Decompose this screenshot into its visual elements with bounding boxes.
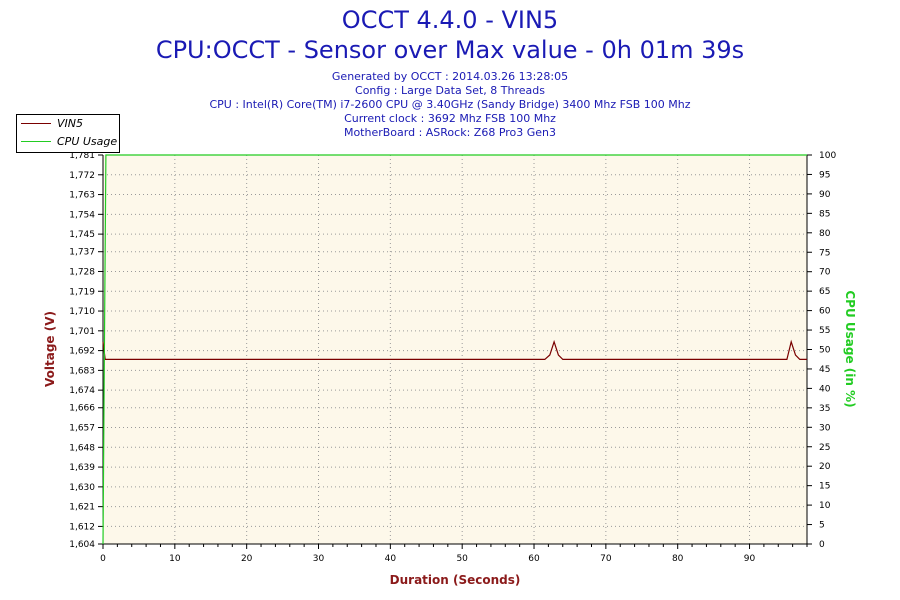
y-left-tick-label: 1,719 bbox=[69, 287, 95, 297]
y-left-tick-label: 1,692 bbox=[69, 347, 95, 357]
x-tick-label: 30 bbox=[313, 554, 325, 564]
plot-area bbox=[103, 155, 807, 544]
legend-label-cpu-usage: CPU Usage bbox=[57, 135, 118, 148]
y-left-tick-label: 1,674 bbox=[69, 386, 95, 396]
x-tick-label: 80 bbox=[672, 554, 684, 564]
x-tick-label: 90 bbox=[744, 554, 756, 564]
y-right-tick-label: 75 bbox=[819, 248, 830, 258]
legend: VIN5 CPU Usage bbox=[16, 114, 120, 153]
x-tick-label: 40 bbox=[385, 554, 397, 564]
y-left-tick-label: 1,772 bbox=[69, 171, 95, 181]
y-left-tick-label: 1,754 bbox=[69, 210, 95, 220]
y-right-tick-label: 30 bbox=[819, 423, 831, 433]
y-right-tick-label: 10 bbox=[819, 501, 831, 511]
y-left-tick-label: 1,701 bbox=[69, 327, 95, 337]
y-right-tick-label: 95 bbox=[819, 170, 830, 180]
y-left-axis-title: Voltage (V) bbox=[43, 311, 57, 387]
x-tick-label: 0 bbox=[100, 554, 106, 564]
y-right-tick-label: 35 bbox=[819, 404, 830, 414]
y-left-tick-label: 1,745 bbox=[69, 230, 95, 240]
y-right-axis-title: CPU Usage (in %) bbox=[843, 290, 857, 407]
x-axis-title: Duration (Seconds) bbox=[390, 573, 521, 587]
y-left-tick-label: 1,763 bbox=[69, 191, 95, 201]
info-motherboard: MotherBoard : ASRock: Z68 Pro3 Gen3 bbox=[343, 126, 557, 139]
legend-swatch-vin5 bbox=[21, 123, 51, 124]
info-clock: Current clock : 3692 Mhz FSB 100 Mhz bbox=[344, 112, 556, 125]
series-group bbox=[102, 154, 807, 545]
info-config: Config : Large Data Set, 8 Threads bbox=[355, 84, 545, 97]
y-left-axis-ticks: 1,604 1,612 1,621 1,630 1,639 1,648 1,657 1,666… bbox=[69, 151, 103, 550]
y-right-axis-ticks: 0 5 10 15 20 25 30 35 40 45 50 55 60 65 70 75 80 85 90 95 10… bbox=[807, 151, 836, 550]
y-right-tick-label: 0 bbox=[819, 540, 825, 550]
y-left-tick-label: 1,710 bbox=[69, 307, 95, 317]
x-tick-label: 70 bbox=[600, 554, 612, 564]
y-left-tick-label: 1,604 bbox=[69, 540, 95, 550]
info-cpu: CPU : Intel(R) Core(TM) i7-2600 CPU @ 3.… bbox=[209, 98, 691, 111]
y-right-tick-label: 5 bbox=[819, 521, 825, 531]
y-right-tick-label: 40 bbox=[819, 384, 831, 394]
x-tick-label: 50 bbox=[456, 554, 468, 564]
legend-item-vin5: VIN5 bbox=[17, 115, 119, 133]
y-right-tick-label: 85 bbox=[819, 209, 830, 219]
y-left-tick-label: 1,648 bbox=[69, 443, 95, 453]
x-tick-label: 60 bbox=[528, 554, 540, 564]
y-right-tick-label: 25 bbox=[819, 443, 830, 453]
y-left-tick-label: 1,683 bbox=[69, 366, 95, 376]
y-right-tick-label: 100 bbox=[819, 151, 836, 161]
series-line-vin5 bbox=[102, 339, 807, 360]
y-right-tick-label: 90 bbox=[819, 190, 831, 200]
legend-swatch-cpu-usage bbox=[21, 141, 51, 142]
x-tick-label: 10 bbox=[169, 554, 181, 564]
y-right-tick-label: 70 bbox=[819, 268, 831, 278]
y-right-tick-label: 65 bbox=[819, 287, 830, 297]
y-right-tick-label: 15 bbox=[819, 482, 830, 492]
y-left-tick-label: 1,630 bbox=[69, 483, 95, 493]
y-left-tick-label: 1,728 bbox=[69, 267, 95, 277]
y-left-tick-label: 1,666 bbox=[69, 404, 95, 414]
y-left-tick-label: 1,639 bbox=[69, 463, 95, 473]
info-generated: Generated by OCCT : 2014.03.26 13:28:05 bbox=[331, 70, 569, 83]
y-left-tick-label: 1,621 bbox=[69, 503, 95, 513]
series-line-cpu-usage bbox=[102, 154, 807, 545]
grid bbox=[103, 155, 807, 544]
y-right-tick-label: 55 bbox=[819, 326, 830, 336]
x-axis-ticks: 0 10 20 30 40 50 60 70 80 90 bbox=[100, 544, 808, 564]
y-right-tick-label: 60 bbox=[819, 307, 831, 317]
y-right-tick-label: 50 bbox=[819, 346, 831, 356]
legend-item-cpu-usage: CPU Usage bbox=[17, 133, 119, 151]
legend-label-vin5: VIN5 bbox=[57, 117, 83, 130]
chart-subtitle: CPU:OCCT - Sensor over Max value - 0h 01… bbox=[155, 36, 745, 64]
y-left-tick-label: 1,657 bbox=[69, 424, 95, 434]
y-left-tick-label: 1,612 bbox=[69, 522, 95, 532]
y-right-tick-label: 45 bbox=[819, 365, 830, 375]
x-tick-label: 20 bbox=[241, 554, 253, 564]
y-left-tick-label: 1,737 bbox=[69, 248, 95, 258]
y-left-tick-label: 1,781 bbox=[69, 151, 95, 161]
y-right-tick-label: 80 bbox=[819, 229, 831, 239]
y-right-tick-label: 20 bbox=[819, 462, 831, 472]
chart-title: OCCT 4.4.0 - VIN5 bbox=[341, 6, 559, 34]
